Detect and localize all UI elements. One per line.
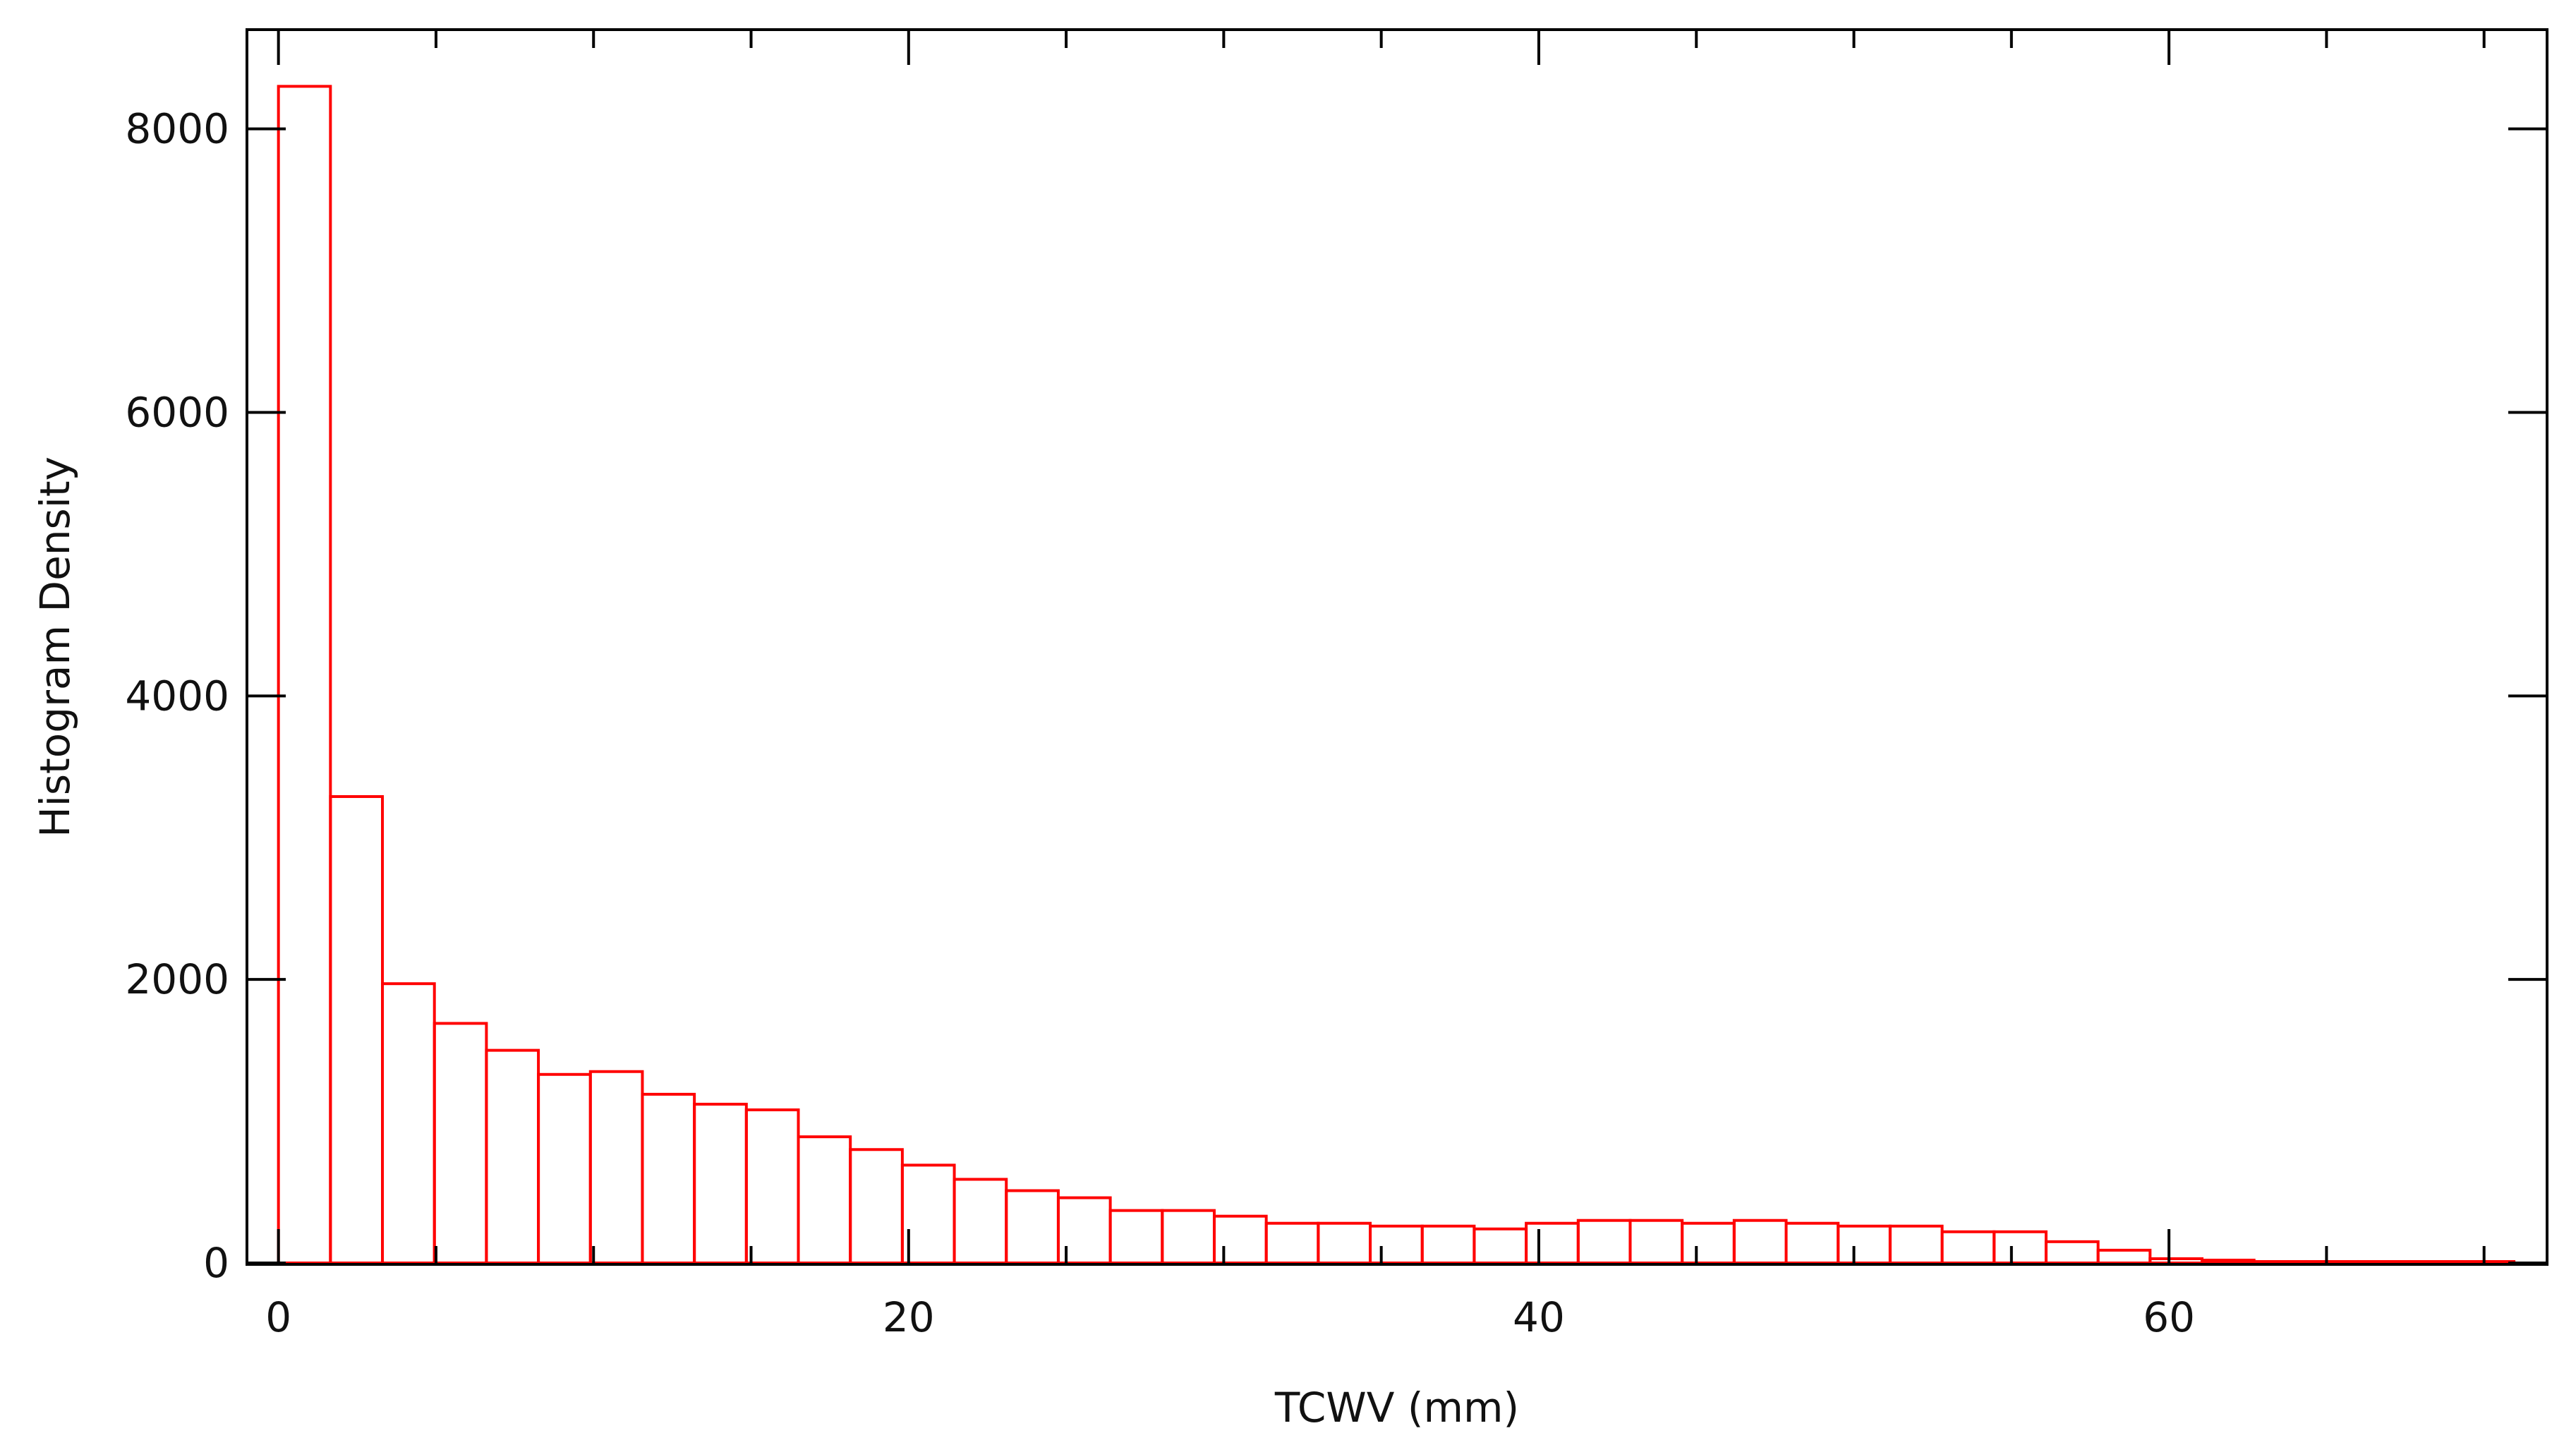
labels-layer: 0 20 40 60 0 2000 4000 6000 8000 [125, 105, 2195, 1341]
histogram-bar [1005, 1189, 1060, 1264]
x-tick-label: 60 [2143, 1293, 2195, 1341]
histogram-bar [1628, 1219, 1684, 1264]
histogram-bar [1161, 1209, 1216, 1264]
y-axis-title: Histogram Density [31, 457, 79, 838]
histogram-bar [1473, 1227, 1528, 1264]
histogram-bar [2357, 1259, 2412, 1264]
histogram-bar [1732, 1219, 1788, 1264]
histogram-bar [1264, 1221, 1320, 1264]
plot-frame [246, 28, 2548, 1266]
histogram-bar [2044, 1240, 2100, 1264]
histogram-bar [797, 1135, 852, 1264]
histogram-bar [2408, 1259, 2464, 1264]
y-tick-label: 2000 [125, 955, 229, 1003]
y-tick-label: 4000 [125, 672, 229, 720]
histogram-bar [277, 85, 332, 1264]
histogram-bar [1837, 1224, 1892, 1264]
histogram-bar [1940, 1230, 1996, 1264]
x-axis-title: TCWV (mm) [1274, 1384, 1519, 1432]
histogram-bar [381, 982, 436, 1264]
histogram-bar [329, 794, 385, 1264]
y-tick-label: 6000 [125, 388, 229, 436]
histogram-bar [1108, 1209, 1164, 1264]
histogram-bar [2252, 1259, 2308, 1264]
histogram-bar [1993, 1230, 2048, 1264]
histogram-bar [2460, 1259, 2516, 1264]
x-tick-label: 40 [1513, 1293, 1565, 1341]
axes-layer [246, 28, 2548, 1266]
histogram-bar [1576, 1219, 1632, 1264]
histogram-bar [433, 1022, 488, 1264]
histogram-bar [1212, 1214, 1268, 1264]
bars-layer [277, 85, 2516, 1264]
histogram-bar [1681, 1221, 1736, 1264]
histogram-bar [1369, 1224, 1424, 1264]
y-tick-label: 8000 [125, 105, 229, 153]
histogram-bar [2148, 1257, 2204, 1264]
histogram-bar [2201, 1258, 2256, 1264]
histogram-bar [485, 1048, 540, 1264]
histogram-bar [588, 1070, 644, 1264]
histogram-bar [641, 1092, 696, 1264]
histogram-bar [953, 1178, 1008, 1264]
histogram-bar [1525, 1221, 1580, 1264]
histogram-bar [849, 1148, 904, 1264]
x-tick-label: 0 [265, 1293, 291, 1341]
histogram-bar [2096, 1248, 2152, 1264]
x-tick-label: 20 [883, 1293, 935, 1341]
histogram-bar [1317, 1221, 1372, 1264]
histogram-bar [693, 1102, 748, 1264]
histogram-bar [1784, 1221, 1840, 1264]
histogram-bar [2304, 1259, 2360, 1264]
y-tick-label: 0 [203, 1239, 229, 1287]
histogram-bar [1420, 1224, 1476, 1264]
histogram-bar [1888, 1224, 1944, 1264]
histogram-bar [900, 1163, 956, 1264]
histogram-bar [744, 1108, 800, 1264]
histogram-bar [537, 1072, 592, 1264]
